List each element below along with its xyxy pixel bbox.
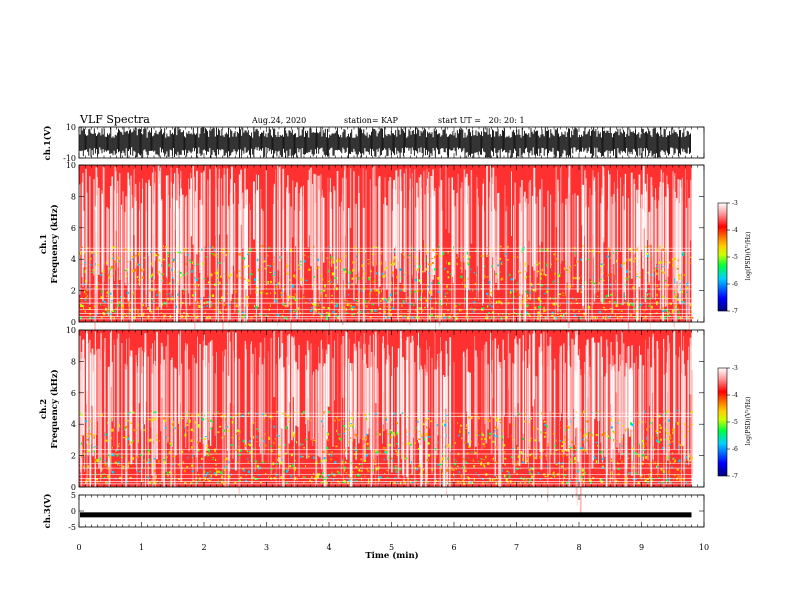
- ch2-colorbar: -3 -4 -5 -6 -7 log(PSD)(V²/Hz): [717, 365, 752, 480]
- station-label: station= KAP: [344, 116, 399, 125]
- ch2-spectrogram-image: [79, 330, 694, 516]
- ch2-colorbar-label: log(PSD)(V²/Hz): [745, 397, 752, 446]
- time-xtick-label: 0: [76, 543, 81, 552]
- ch1-waveform-panel: 10 -10: [63, 123, 705, 163]
- time-xtick-label: 3: [264, 543, 269, 552]
- time-xtick-label: 5: [389, 543, 394, 552]
- ch2-spectrogram-ylabel-line1: ch.2: [39, 399, 49, 419]
- ch2spec-ytick-label: 4: [71, 420, 76, 429]
- ch1spec-ytick-label: 4: [71, 255, 76, 264]
- ch1-spectrogram-ylabel-line1: ch.1: [39, 234, 49, 254]
- ch2spec-ytick-label: 6: [71, 389, 76, 398]
- time-xtick-label: 8: [576, 543, 581, 552]
- ch2spec-ytick-label: 10: [66, 326, 76, 335]
- time-xtick-label: 4: [326, 543, 331, 552]
- colorbar-tick-label: -4: [732, 392, 738, 399]
- colorbar-tick-label: -5: [732, 254, 738, 261]
- colorbar-tick-label: -4: [732, 227, 738, 234]
- colorbar-tick-label: -3: [732, 200, 738, 207]
- ch2spec-ytick-label: 2: [71, 452, 76, 461]
- ch2spec-ytick-label: 0: [71, 483, 76, 492]
- ch2-spectrogram-panel: 0 2 4 6 8 10: [66, 326, 705, 516]
- ch3-waveform-trace: [80, 512, 692, 518]
- date-label: Aug.24, 2020: [251, 116, 306, 125]
- start-ut-label: start UT = 20: 20: 1: [438, 116, 525, 125]
- ch1spec-ytick-label: 8: [71, 192, 76, 201]
- colorbar-tick-label: -7: [732, 473, 738, 480]
- ch1-spectrogram-image: [79, 165, 694, 351]
- ch1-spectrogram-panel: 0 2 4 6 8 10: [66, 161, 705, 351]
- ch1wave-ytick-label: 10: [66, 123, 76, 132]
- ch1spec-ytick-label: 0: [71, 318, 76, 327]
- time-xtick-label: 9: [639, 543, 644, 552]
- ch1-colorbar-label: log(PSD)(V²/Hz): [745, 232, 752, 281]
- colorbar-tick-label: -6: [732, 446, 738, 453]
- ch1-waveform-ylabel: ch.1(V): [42, 126, 53, 161]
- colorbar-tick-label: -5: [732, 419, 738, 426]
- ch3wave-ytick-label: -5: [68, 523, 76, 532]
- ch2spec-ytick-label: 8: [71, 357, 76, 366]
- ch3-waveform-ylabel: ch.3(V): [42, 494, 53, 529]
- ch2-spectrogram-ylabel-line2: Frequency (kHz): [49, 369, 60, 448]
- time-axis-label: Time (min): [365, 550, 418, 561]
- ch1-colorbar-gradient: [717, 202, 728, 312]
- ch1-spectrogram-ylabel-line2: Frequency (kHz): [49, 204, 60, 283]
- ch1spec-ytick-label: 2: [71, 287, 76, 296]
- figure-title: VLF Spectra: [79, 113, 150, 126]
- ch3wave-ytick-label: 0: [71, 507, 76, 516]
- ch2-colorbar-gradient: [717, 367, 728, 477]
- time-xtick-label: 10: [699, 543, 709, 552]
- ch3-waveform-panel: 5 0 -5 0 1 2 3 4 5 6 7 8 9 10: [68, 491, 709, 552]
- time-xtick-label: 7: [514, 543, 519, 552]
- ch1-colorbar: -3 -4 -5 -6 -7 log(PSD)(V²/Hz): [717, 200, 752, 315]
- colorbar-tick-label: -6: [732, 281, 738, 288]
- colorbar-tick-label: -3: [732, 365, 738, 372]
- ch1spec-ytick-label: 6: [71, 224, 76, 233]
- ch1wave-ytick-label: -10: [63, 154, 76, 163]
- time-xtick-label: 1: [139, 543, 144, 552]
- colorbar-tick-label: -7: [732, 308, 738, 315]
- ch1-waveform-trace: [79, 127, 691, 158]
- time-xtick-label: 2: [201, 543, 206, 552]
- time-xtick-label: 6: [451, 543, 456, 552]
- ch3wave-ytick-label: 5: [71, 491, 76, 500]
- ch1spec-ytick-label: 10: [66, 161, 76, 170]
